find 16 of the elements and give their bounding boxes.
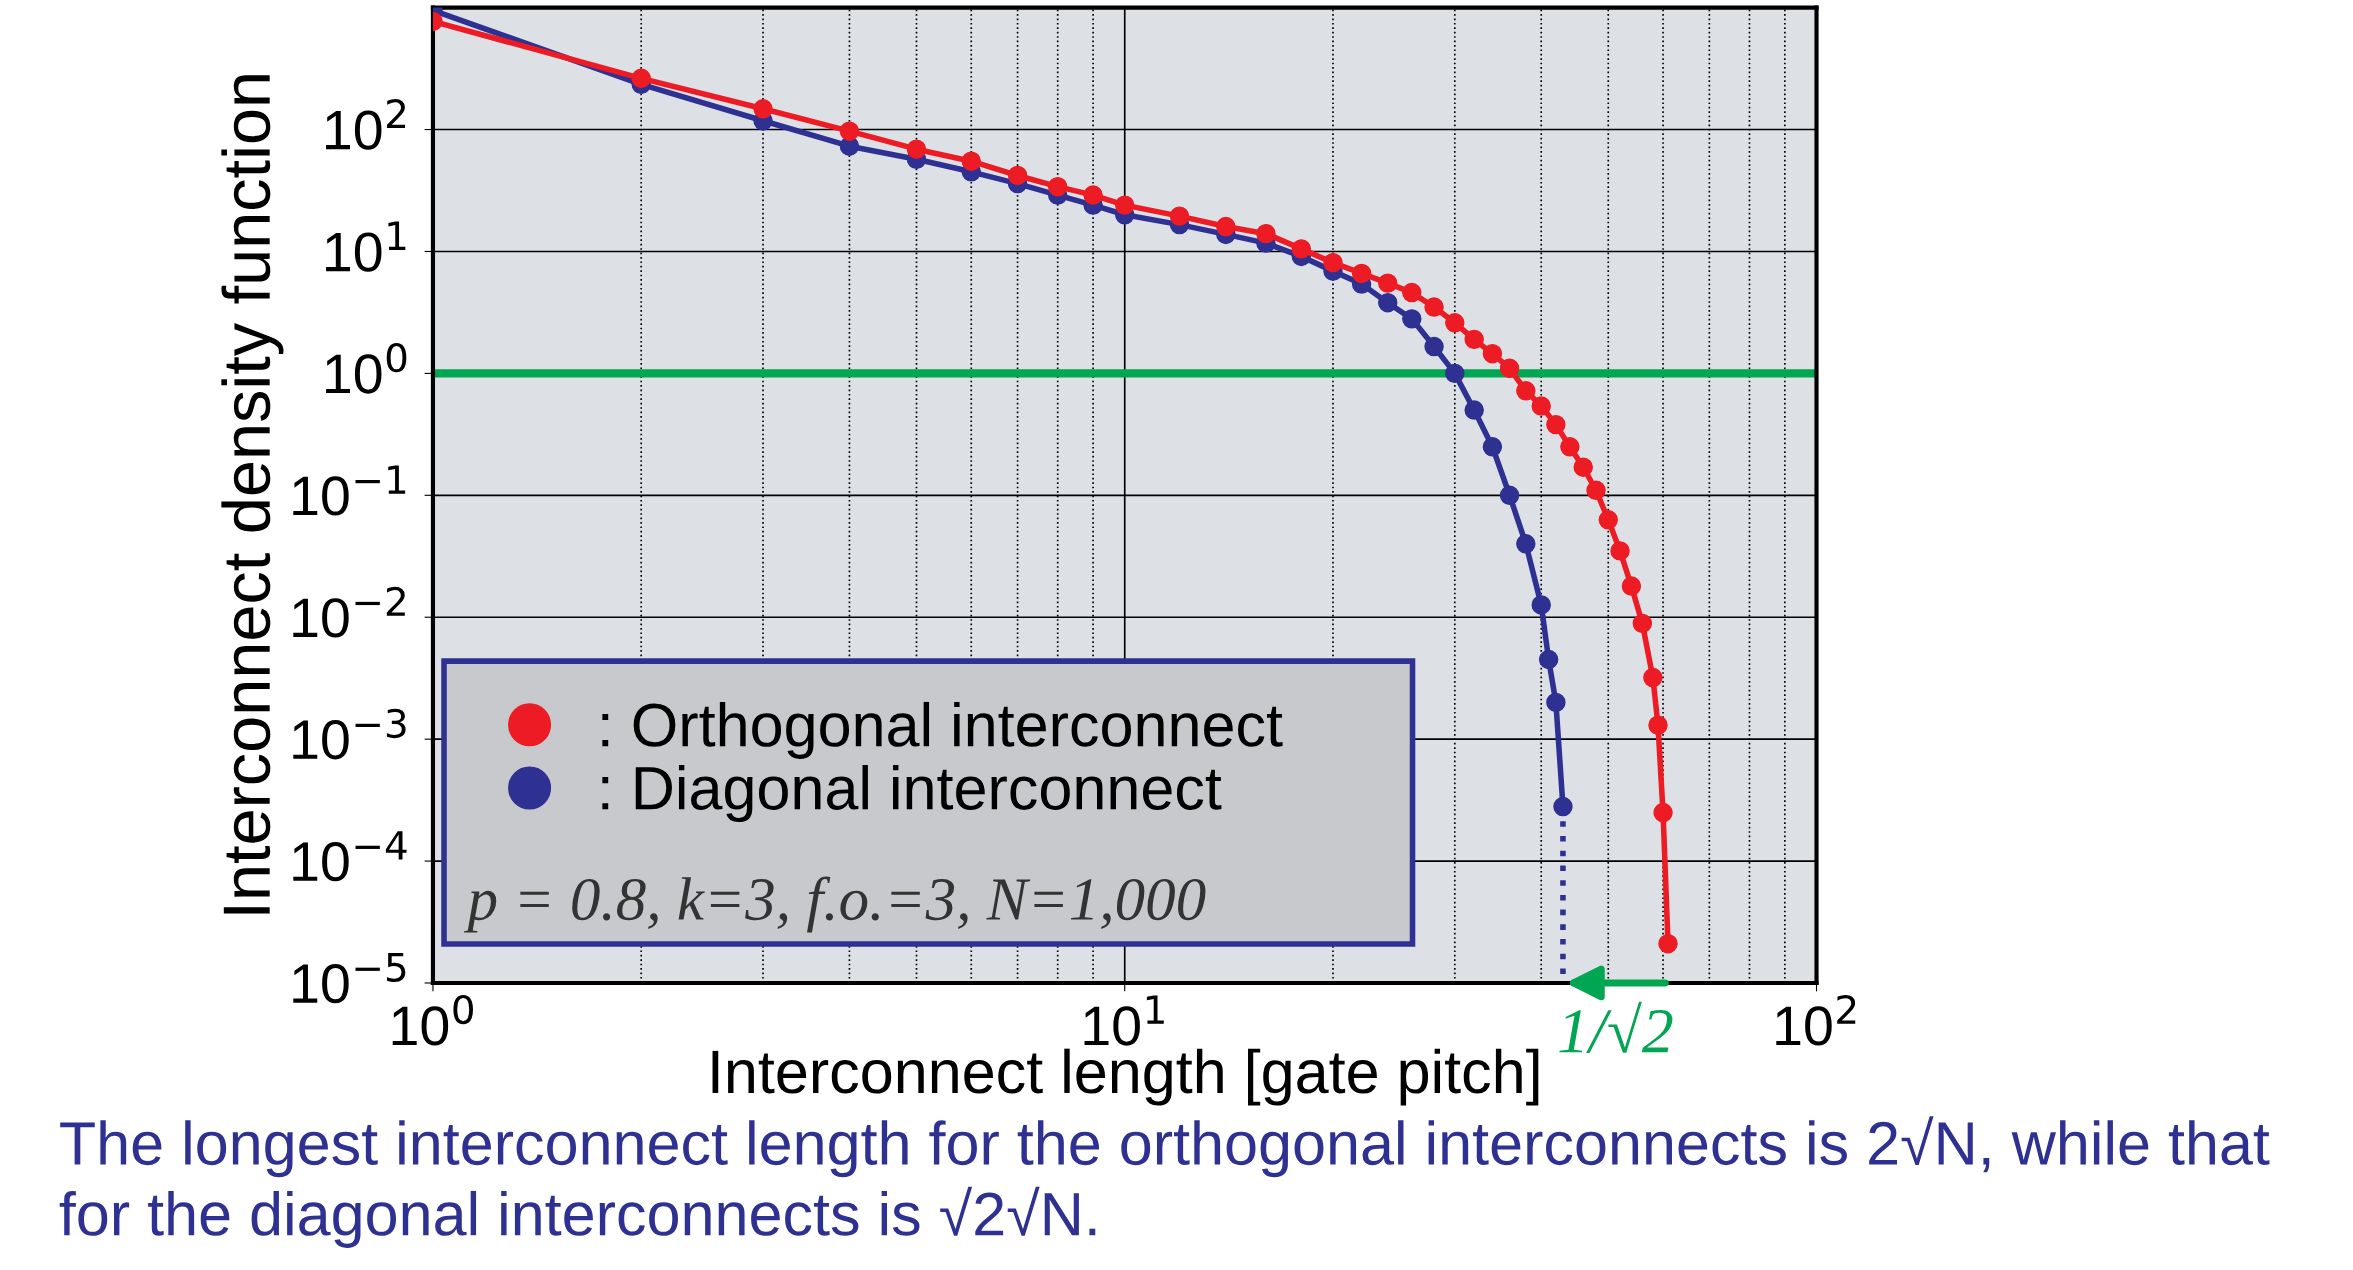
text: The longest interconnect length for the orthogonal interconnects is 2√N, while that for the diagonal interconnects is √2√N. bbox=[59, 1116, 2270, 1248]
annotation: 1/√2 bbox=[1559, 1001, 1673, 1053]
y-tick-label: 10$^{−2}$ bbox=[293, 586, 405, 638]
y-tick-label: 10$^{−3}$ bbox=[293, 708, 406, 760]
y-axis-title: Interconnect density function bbox=[221, 75, 284, 914]
legend-label: : Orthogonal interconnect bbox=[602, 701, 1283, 759]
x-tick-label: 10$^{1}$ bbox=[1084, 995, 1164, 1046]
legend-label: : Diagonal interconnect bbox=[602, 765, 1222, 822]
y-tick-label: 10$^{0}$ bbox=[326, 342, 407, 394]
y-tick-label: 10$^{2}$ bbox=[326, 99, 406, 150]
x-axis-title: Interconnect length [gate pitch] bbox=[712, 1048, 1539, 1106]
x-tick-label: 10$^{2}$ bbox=[1776, 994, 1856, 1046]
y-tick-label: 10$^{−4}$ bbox=[293, 831, 407, 882]
y-tick-label: 10$^{−1}$ bbox=[293, 465, 406, 516]
y-tick-label: 10$^{1}$ bbox=[326, 221, 406, 272]
annotation: p = 0.8, k=3, f.o.=3, N=1,000 bbox=[463, 876, 1206, 933]
